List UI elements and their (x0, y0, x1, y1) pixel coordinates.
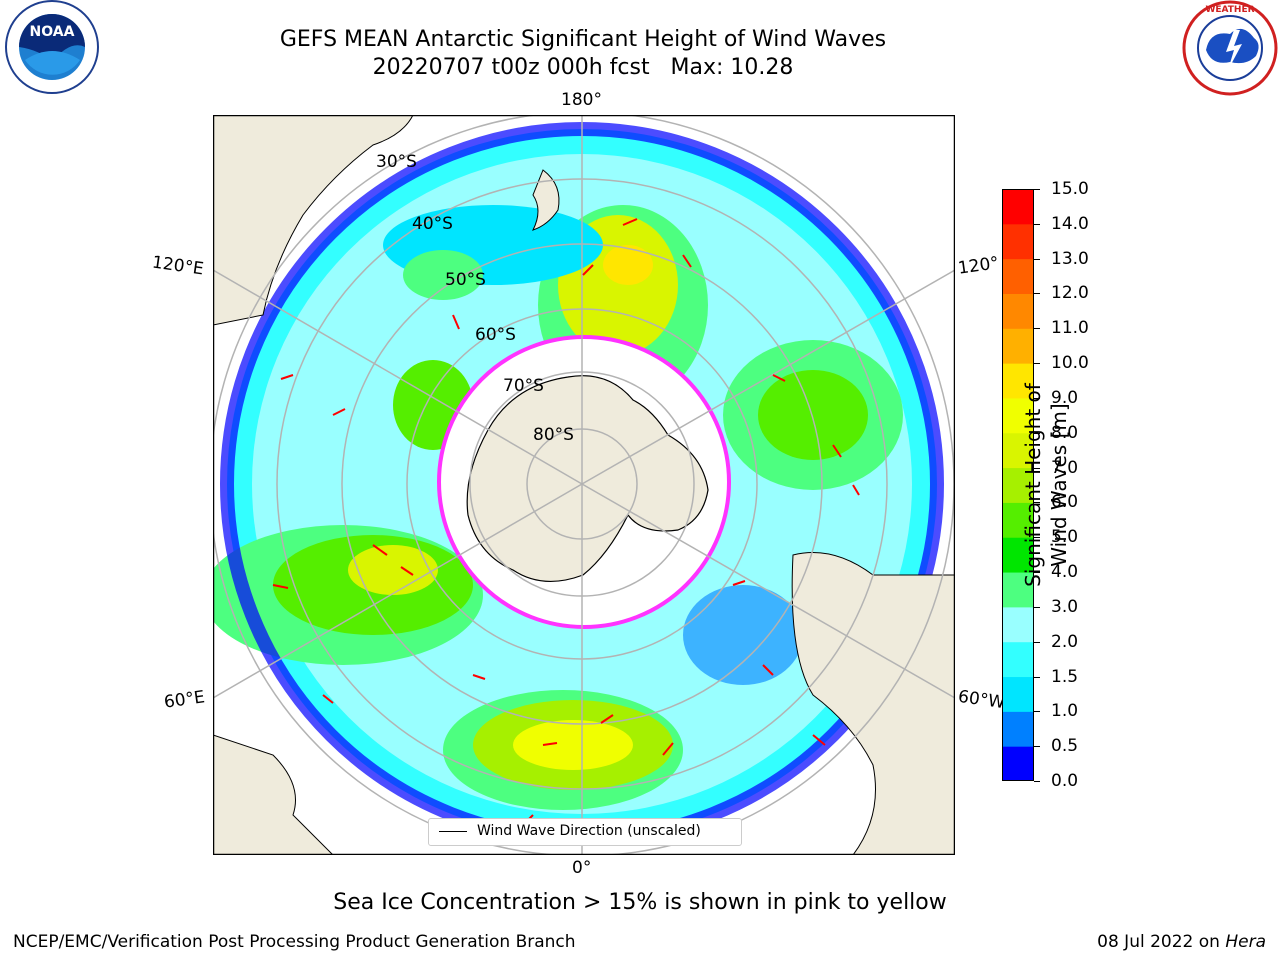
nws-logo: WEATHER (1182, 0, 1278, 96)
lon-label-120e: 120°E (150, 252, 205, 280)
colorbar-tick-mark (1034, 572, 1040, 574)
lon-label-120w: 120° (956, 253, 1001, 279)
colorbar-segment (1002, 676, 1034, 712)
colorbar-segment (1002, 572, 1034, 608)
colorbar-tick-label: 15.0 (1051, 179, 1089, 199)
colorbar-tick-mark (1034, 397, 1040, 399)
colorbar-tick-label: 14.0 (1051, 213, 1089, 234)
svg-text:WEATHER: WEATHER (1205, 5, 1254, 15)
chart-subtitle: 20220707 t00z 000h fcst Max: 10.28 (372, 55, 794, 80)
colorbar-tick-label: 0.5 (1051, 736, 1079, 757)
lat-label-80s: 80°S (533, 425, 574, 445)
footer-date-text: 08 Jul 2022 on (1097, 932, 1226, 952)
colorbar-segment (1002, 606, 1034, 643)
colorbar (1002, 189, 1034, 781)
colorbar-tick-label: 0.0 (1051, 771, 1079, 791)
colorbar-tick-label: 7.0 (1051, 457, 1079, 478)
lat-label-60s: 60°S (475, 325, 516, 345)
lat-label-40s: 40°S (412, 214, 453, 234)
colorbar-tick-label: 3.0 (1051, 596, 1079, 617)
colorbar-tick-label: 8.0 (1051, 422, 1079, 443)
colorbar-tick-mark (1034, 676, 1040, 678)
colorbar-tick-mark (1034, 432, 1040, 434)
colorbar-tick-mark (1034, 606, 1040, 608)
australia-land (213, 115, 414, 326)
map-legend: Wind Wave Direction (unscaled) (428, 818, 742, 846)
lon-label-60w: 60°W (956, 686, 1007, 714)
lon-label-60e: 60°E (162, 687, 207, 713)
legend-line (439, 831, 467, 832)
footer-date: 08 Jul 2022 on Hera (1097, 932, 1266, 952)
colorbar-segment (1002, 189, 1034, 225)
colorbar-tick-label: 13.0 (1051, 248, 1089, 269)
colorbar-tick-mark (1034, 363, 1040, 365)
new-zealand-land (532, 169, 560, 231)
legend-text: Wind Wave Direction (unscaled) (477, 823, 701, 839)
colorbar-segment (1002, 641, 1034, 678)
polar-map (213, 115, 955, 855)
colorbar-segment (1002, 223, 1034, 260)
colorbar-tick-label: 1.0 (1051, 701, 1079, 722)
noaa-logo: NOAA (5, 0, 99, 94)
colorbar-segment (1002, 397, 1034, 434)
colorbar-tick-label: 10.0 (1051, 353, 1089, 374)
colorbar-segment (1002, 711, 1034, 747)
africa-land (213, 734, 334, 855)
lon-label-180: 180° (561, 90, 602, 110)
colorbar-tick-mark (1034, 467, 1040, 469)
footer-machine: Hera (1225, 932, 1266, 952)
colorbar-tick-mark (1034, 258, 1040, 260)
colorbar-segment (1002, 363, 1034, 399)
colorbar-segment (1002, 537, 1034, 573)
colorbar-segment (1002, 293, 1034, 329)
colorbar-tick-mark (1034, 223, 1040, 225)
colorbar-tick-mark (1034, 537, 1040, 539)
chart-title: GEFS MEAN Antarctic Significant Height o… (279, 27, 887, 52)
colorbar-segment (1002, 746, 1034, 781)
lat-label-50s: 50°S (445, 270, 486, 290)
lon-label-0: 0° (572, 858, 592, 878)
antarctica-land (466, 375, 709, 583)
colorbar-tick-mark (1034, 781, 1040, 782)
colorbar-label: Significant Height of Wind Waves [m] (1021, 383, 1071, 587)
colorbar-tick-mark (1034, 293, 1040, 295)
colorbar-tick-label: 2.0 (1051, 631, 1079, 652)
colorbar-tick-mark (1034, 189, 1040, 190)
colorbar-segment (1002, 328, 1034, 364)
colorbar-segment (1002, 258, 1034, 294)
colorbar-tick-label: 9.0 (1051, 387, 1079, 408)
noaa-logo-text: NOAA (30, 24, 75, 40)
colorbar-tick-mark (1034, 328, 1040, 330)
colorbar-tick-mark (1034, 641, 1040, 643)
lat-label-70s: 70°S (503, 376, 544, 396)
colorbar-tick-label: 6.0 (1051, 492, 1079, 513)
colorbar-tick-label: 5.0 (1051, 527, 1079, 548)
colorbar-tick-label: 4.0 (1051, 562, 1079, 583)
colorbar-tick-label: 12.0 (1051, 283, 1089, 304)
colorbar-tick-mark (1034, 502, 1040, 504)
colorbar-tick-mark (1034, 711, 1040, 713)
colorbar-tick-label: 11.0 (1051, 318, 1089, 339)
lat-label-30s: 30°S (376, 152, 417, 172)
sea-ice-caption: Sea Ice Concentration > 15% is shown in … (333, 890, 947, 915)
colorbar-tick-label: 1.5 (1051, 666, 1079, 687)
colorbar-tick-mark (1034, 746, 1040, 748)
footer-credit: NCEP/EMC/Verification Post Processing Pr… (13, 932, 576, 952)
colorbar-segment (1002, 467, 1034, 503)
colorbar-segment (1002, 432, 1034, 469)
colorbar-segment (1002, 502, 1034, 538)
